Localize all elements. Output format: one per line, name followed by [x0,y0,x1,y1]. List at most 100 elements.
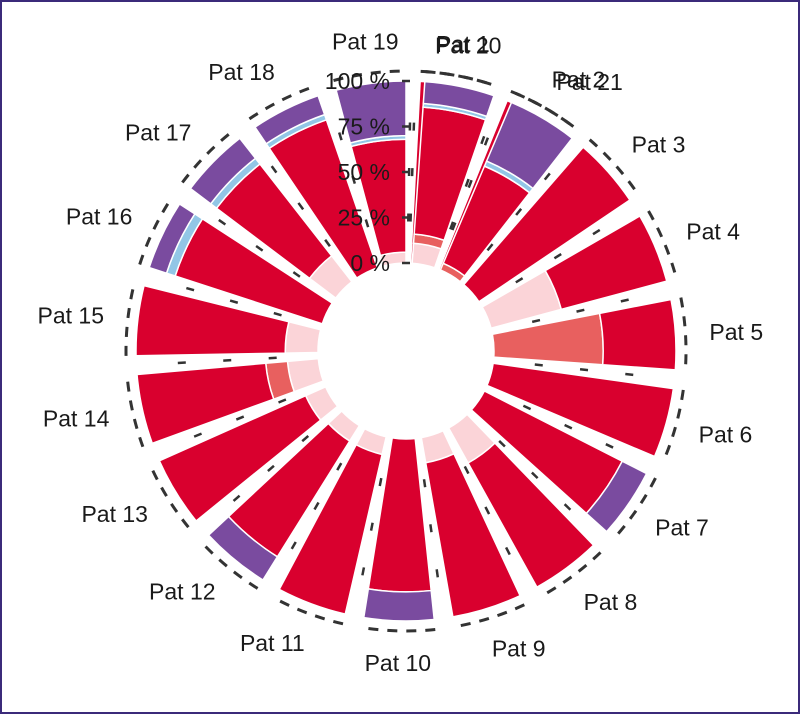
grid-tick-pat-13-25 [301,435,310,443]
outer-dash-pat-21 [514,91,580,132]
bar-segment-pat-10-series-5 [362,588,436,622]
outer-dash-pat-12 [200,540,259,590]
grid-tick-pat-21-75 [483,137,490,146]
grid-tick-pat-11-50 [369,522,374,531]
category-label-pat-12: Pat 12 [149,579,216,605]
grid-tick-pat-17-50 [255,245,264,252]
category-label-pat-21: Pat 21 [556,69,623,95]
grid-tick-pat-9-75 [504,546,511,556]
category-label-pat-1: Pat 1 [436,31,490,57]
outer-dash-pat-10 [361,626,436,633]
grid-tick-pat-19-75 [337,132,343,141]
bar-segment-pat-16-series-5 [148,202,196,275]
bar-segment-pat-11-series-3 [278,443,384,615]
category-label-pat-19: Pat 19 [332,29,399,55]
outer-dash-pat-19 [333,69,407,82]
bar-segment-pat-19-series-5 [335,80,407,144]
grid-tick-pat-5-50 [576,308,585,313]
grid-tick-pat-7-75 [605,443,614,449]
grid-tick-pat-19-50 [351,175,357,185]
category-label-pat-9: Pat 9 [492,636,546,662]
y-axis-layer: 0 % 25 % 50 % 75 % 100 % [325,68,410,276]
grid-tick-pat-12-75 [290,541,297,550]
category-label-pat-18: Pat 18 [208,59,275,85]
outer-dash-pat-15 [124,282,136,356]
bar-segment-pat-5-series-3 [598,298,677,371]
y-tick-label-0: 0 % [350,250,390,276]
grid-tick-pat-6-75 [625,372,634,377]
outer-dash-pat-7 [612,477,657,540]
grid-tick-pat-6-25 [534,363,543,367]
grid-tick-pat-2-75 [480,135,486,145]
outer-dash-pat-8 [541,551,602,598]
grid-tick-pat-2-50 [464,178,470,187]
grid-tick-pat-8-50 [531,471,539,480]
grid-tick-pat-3-25 [486,243,494,252]
category-label-pat-17: Pat 17 [125,119,192,145]
grid-tick-pat-3-75 [543,172,551,181]
grid-tick-pat-17-25 [292,271,301,278]
bar-segment-pat-6-series-3 [486,362,675,458]
bar-segment-pat-4-series-3 [544,214,668,311]
bar-segment-pat-17-series-5 [189,137,257,205]
grid-tick-pat-16-25 [273,311,282,317]
outer-dash-pat-2 [510,89,576,129]
bars-layer [135,80,677,622]
y-tick-label-75: 75 % [338,114,390,140]
category-label-pat-8: Pat 8 [584,589,638,615]
grid-tick-pat-18-25 [324,239,331,247]
grid-tick-pat-21-50 [467,179,473,189]
grid-tick-pat-5-25 [531,318,541,324]
category-label-pat-7: Pat 7 [655,515,709,541]
bar-segment-pat-14-series-3 [136,362,275,445]
tick-marks-layer [124,69,688,633]
grid-tick-pat-13-50 [267,464,275,473]
grid-tick-pat-12-25 [336,462,343,471]
grid-tick-pat-11-25 [378,477,383,487]
bar-segment-pat-7-series-5 [585,460,648,533]
outer-dash-pat-16 [138,197,173,265]
category-label-pat-20: Pat 20 [435,32,502,58]
outer-dash-pat-6 [662,389,685,461]
grid-tick-pat-21-25 [451,222,457,231]
category-label-pat-10: Pat 10 [365,650,432,676]
grid-tick-pat-8-75 [563,503,572,511]
category-label-pat-3: Pat 3 [632,131,686,157]
category-label-pat-11: Pat 11 [240,630,305,656]
grid-tick-pat-14-50 [235,415,245,421]
grid-tick-pat-3-50 [515,207,523,216]
category-label-pat-13: Pat 13 [81,501,148,527]
grid-tick-pat-8-25 [498,440,506,448]
grid-tick-pat-10-25 [422,479,427,488]
grid-tick-pat-4-25 [515,277,524,284]
bar-segment-pat-18-series-5 [253,94,326,145]
outer-dash-pat-20 [425,70,498,88]
grid-tick-pat-11-75 [361,567,366,576]
labels-layer: Pat 1 Pat 2 Pat 3 Pat 4 Pat 5 Pat 6 Pat 7 Pat 8… [38,29,764,676]
bar-segment-pat-15-series-1 [284,320,322,354]
grid-tick-pat-10-50 [429,524,433,533]
y-tick-label-100: 100 % [325,68,390,94]
bar-segment-pat-15-series-3 [135,284,290,357]
y-tick-label-50: 50 % [338,159,390,185]
outer-dash-pat-14 [125,375,145,448]
category-label-pat-14: Pat 14 [43,406,110,432]
grid-tick-pat-7-50 [564,423,573,430]
outer-dash-pat-11 [273,596,344,626]
grid-tick-pat-12-50 [313,501,320,511]
category-label-pat-15: Pat 15 [38,303,105,329]
grid-tick-pat-7-25 [522,404,532,411]
outer-dash-pat-3 [588,138,640,196]
outer-dash-pat-4 [647,210,678,279]
category-label-pat-16: Pat 16 [66,204,133,230]
grid-tick-pat-19-25 [364,219,370,228]
grid-tick-pat-17-75 [218,218,227,226]
category-label-pat-6: Pat 6 [699,421,753,447]
bar-segment-pat-3-series-3 [462,146,631,303]
grid-tick-pat-5-75 [620,298,629,303]
grid-tick-pat-10-75 [435,569,440,578]
outer-dash-pat-17 [181,129,235,184]
outer-dash-pat-18 [248,84,316,121]
grid-tick-pat-2-25 [449,221,455,230]
outer-dash-pat-13 [148,464,190,529]
